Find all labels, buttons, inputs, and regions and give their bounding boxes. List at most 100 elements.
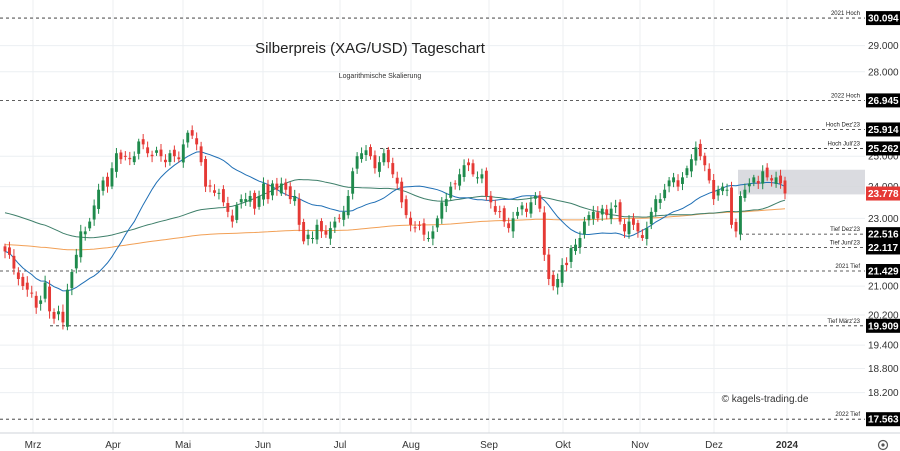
candle-body <box>703 155 707 166</box>
candle-body <box>752 177 756 183</box>
level-price-tag <box>866 264 900 279</box>
level-price-tag-text: 19.909 <box>868 321 899 332</box>
ma200-line <box>4 208 786 251</box>
candle-body <box>70 272 74 289</box>
candle-body <box>614 205 618 208</box>
level-price-tag-text: 22.117 <box>868 243 898 254</box>
candle-body <box>422 223 426 235</box>
candle-body <box>8 247 11 255</box>
level-price-tag-text: 21.429 <box>868 267 899 278</box>
candle-body <box>48 286 52 312</box>
candle-body <box>462 165 466 178</box>
level-note: Tief März'23 <box>827 319 860 325</box>
candle-body <box>159 149 163 157</box>
last-price-tag <box>866 186 900 201</box>
candle-body <box>226 202 230 212</box>
candle-body <box>565 262 569 266</box>
time-axis-label: Sep <box>480 440 498 451</box>
candle-body <box>502 208 506 222</box>
candle-body <box>591 211 595 219</box>
candle-body <box>413 227 417 229</box>
candle-body <box>221 189 225 203</box>
level-note: 2022 Tief <box>835 412 860 418</box>
candle-body <box>440 202 444 219</box>
level-price-tag-text: 26.945 <box>868 96 899 107</box>
level-note: 2021 Tief <box>835 264 860 270</box>
time-axis-label: Dez <box>705 440 723 451</box>
candle-body <box>315 224 319 240</box>
candle-body <box>404 199 408 216</box>
candle-body <box>507 223 511 229</box>
candle-body <box>279 183 283 194</box>
candle-body <box>636 222 640 232</box>
settings-gear-icon[interactable] <box>877 439 889 451</box>
level-price-tag-text: 25.914 <box>868 125 899 136</box>
candle-body <box>516 211 520 216</box>
candle-body <box>676 180 680 187</box>
candle-body <box>34 295 38 308</box>
candle-body <box>556 279 560 288</box>
candle-body <box>110 168 114 187</box>
candle-body <box>65 289 69 327</box>
candle-body <box>351 171 355 194</box>
candle-body <box>288 186 292 200</box>
last-price-tag-text: 23.778 <box>868 189 899 200</box>
level-price-tag-text: 30.094 <box>868 14 899 25</box>
candle-body <box>199 146 203 163</box>
candle-body <box>324 230 328 235</box>
candle-body <box>266 184 270 200</box>
candle-body <box>311 238 314 240</box>
candle-body <box>244 199 248 202</box>
candle-body <box>204 158 208 187</box>
candle-body <box>12 255 16 269</box>
chart-title: Silberpreis (XAG/USD) Tageschart <box>255 40 486 57</box>
time-axis-label: Aug <box>402 440 420 451</box>
support-resistance-levels: 2021 Hoch 2022 Hoch Hoch Dez'23 Hoch Juli'2… <box>0 11 865 420</box>
candle-body <box>275 183 279 190</box>
candle-body <box>39 300 43 304</box>
time-axis-label: Nov <box>631 440 649 451</box>
candle-body <box>627 221 631 235</box>
grid <box>0 0 865 433</box>
candle-body <box>587 215 591 221</box>
candle-body <box>61 311 65 323</box>
candle-body <box>230 215 234 222</box>
candle-body <box>667 180 671 187</box>
time-axis-label: 2024 <box>776 440 799 451</box>
candle-body <box>542 212 546 255</box>
level-tags: 30.094 26.945 25.914 25.262 22.516 22.117 21.4… <box>866 11 900 427</box>
candle-body <box>97 189 101 209</box>
candle-body <box>538 195 542 209</box>
candle-body <box>74 254 78 269</box>
level-price-tag-text: 17.563 <box>868 415 899 426</box>
candle-body <box>551 274 555 287</box>
time-axis: Mrz Apr Mai Jun Jul Aug Sep Okt Nov Dez 2024 <box>0 432 900 451</box>
level-note: 2022 Hoch <box>831 93 860 99</box>
time-axis-label: Okt <box>555 440 571 451</box>
candle-body <box>569 248 573 262</box>
candle-body <box>195 138 199 145</box>
candle-body <box>533 195 537 199</box>
candle-body <box>765 167 769 178</box>
level-note: Tief Dez'23 <box>830 227 861 233</box>
candle-body <box>480 174 484 179</box>
candle-body <box>253 192 257 209</box>
candle-body <box>320 221 323 232</box>
candle-body <box>248 195 252 202</box>
candle-body <box>694 147 698 161</box>
candle-body <box>141 139 145 145</box>
price-tick-label: 21.000 <box>868 282 899 293</box>
candle-body <box>21 276 25 287</box>
level-price-tag <box>866 93 900 108</box>
candle-body <box>306 234 310 239</box>
candle-body <box>382 153 386 163</box>
candle-body <box>386 149 390 163</box>
candle-body <box>172 149 176 157</box>
candle-body <box>632 218 635 225</box>
level-price-tag <box>866 122 900 137</box>
candle-body <box>489 195 493 203</box>
candle-body <box>520 205 524 210</box>
price-tick-label: 19.400 <box>868 341 899 352</box>
candle-body <box>164 159 167 163</box>
